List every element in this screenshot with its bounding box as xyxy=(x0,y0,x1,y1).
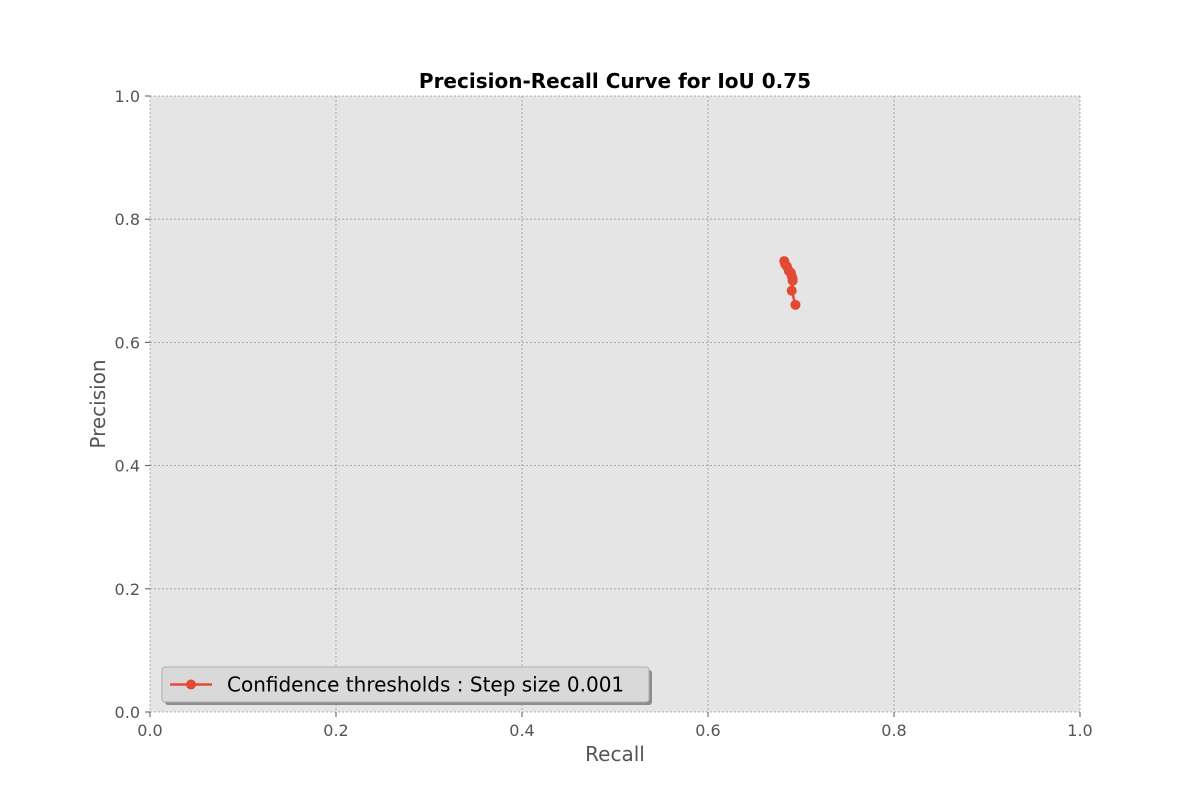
y-tick-label: 0.6 xyxy=(115,333,140,352)
x-tick-label: 0.0 xyxy=(137,721,162,740)
y-tick-label: 0.4 xyxy=(115,457,140,476)
data-series xyxy=(779,256,801,310)
x-tick-label: 0.2 xyxy=(323,721,348,740)
data-point xyxy=(786,285,797,296)
x-tick-label: 1.0 xyxy=(1067,721,1092,740)
legend: Confidence thresholds : Step size 0.001 xyxy=(161,666,652,705)
data-point xyxy=(790,299,801,310)
axis-ticks: 0.0 0.2 0.4 0.6 0.8 1.0 0.0 0.2 0.4 0.6 0.8 1.0 xyxy=(115,87,1093,740)
y-tick-label: 0.2 xyxy=(115,580,140,599)
chart-title: Precision-Recall Curve for IoU 0.75 xyxy=(419,69,811,93)
data-point xyxy=(787,275,798,286)
x-axis-label: Recall xyxy=(585,742,645,766)
x-tick-label: 0.6 xyxy=(695,721,720,740)
plot-area xyxy=(150,96,1080,712)
y-tick-label: 0.8 xyxy=(115,210,140,229)
legend-box xyxy=(161,666,650,703)
y-axis-label: Precision xyxy=(86,359,110,448)
legend-entry-label: Confidence thresholds : Step size 0.001 xyxy=(227,673,624,697)
y-tick-label: 0.0 xyxy=(115,703,140,722)
x-tick-label: 0.4 xyxy=(509,721,534,740)
grid-lines xyxy=(149,95,1081,713)
y-tick-label: 1.0 xyxy=(115,87,140,106)
x-tick-label: 0.8 xyxy=(881,721,906,740)
legend-marker-sample xyxy=(186,679,196,690)
